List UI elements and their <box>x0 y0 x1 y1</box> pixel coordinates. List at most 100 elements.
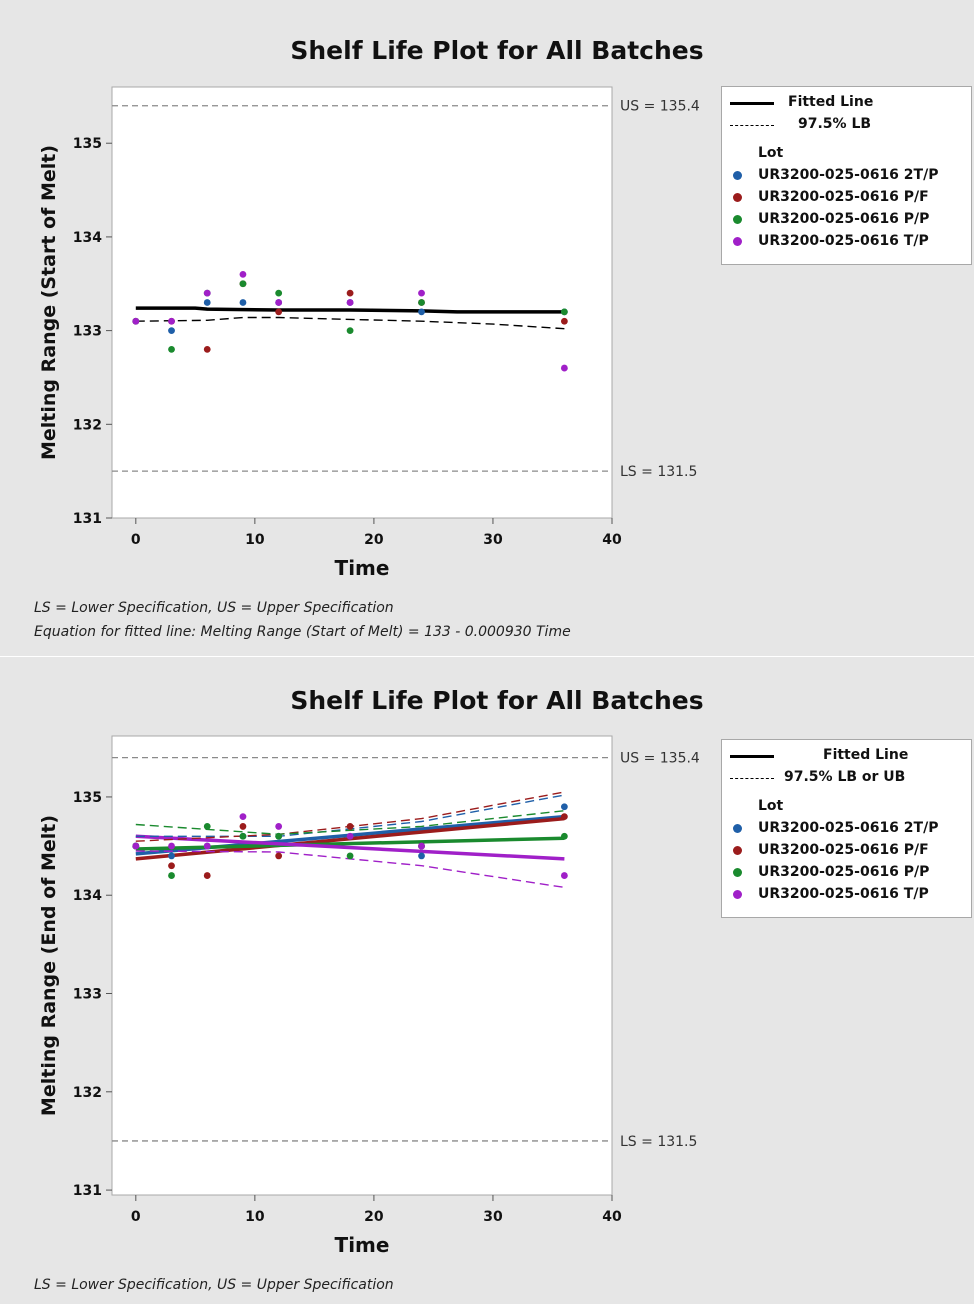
x-tick-label: 40 <box>602 532 622 548</box>
data-point <box>275 852 283 860</box>
legend-item: UR3200-025-0616 T/P <box>722 884 971 904</box>
legend-item-label: UR3200-025-0616 P/F <box>758 842 929 858</box>
data-point <box>168 327 175 335</box>
reference-line-label: LS = 131.5 <box>620 1134 697 1150</box>
data-point <box>239 280 247 288</box>
data-point <box>203 872 211 879</box>
data-point <box>418 289 425 297</box>
data-point <box>239 813 247 820</box>
data-point <box>203 345 211 353</box>
x-tick-label: 20 <box>364 1209 384 1225</box>
solid-line-icon <box>730 755 774 758</box>
data-point <box>239 299 247 306</box>
y-tick-label: 134 <box>73 888 102 904</box>
y-tick-label: 132 <box>73 417 102 433</box>
legend-item: UR3200-025-0616 2T/P <box>722 818 971 838</box>
data-point <box>239 823 247 830</box>
data-point <box>560 317 568 325</box>
y-tick-label: 133 <box>73 324 102 340</box>
panel-divider <box>0 656 974 657</box>
legend-item: UR3200-025-0616 T/P <box>722 231 971 251</box>
chart-title: Shelf Life Plot for All Batches <box>290 36 704 65</box>
x-tick-label: 20 <box>364 532 384 548</box>
legend-bound-label: 97.5% LB or UB <box>784 769 906 785</box>
y-tick-label: 135 <box>73 136 102 152</box>
data-point <box>275 832 283 840</box>
data-point <box>168 317 175 325</box>
y-axis-label: Melting Range (Start of Melt) <box>38 145 60 460</box>
legend-item-label: UR3200-025-0616 T/P <box>758 233 929 249</box>
footnote-spec: LS = Lower Specification, US = Upper Spe… <box>34 1277 394 1293</box>
legend-fitted-line: Fitted Line <box>722 745 971 765</box>
legend-item: UR3200-025-0616 P/F <box>722 840 971 860</box>
y-tick-label: 132 <box>73 1085 102 1101</box>
data-point <box>418 308 425 316</box>
legend-fitted-line: Fitted Line <box>722 92 971 112</box>
data-point <box>203 823 211 830</box>
chart-legend: Fitted Line 97.5% LB Lot UR3200-025-0616… <box>721 86 972 265</box>
x-tick-label: 30 <box>483 1209 503 1225</box>
data-point <box>346 823 354 830</box>
footnote-equation: Equation for fitted line: Melting Range … <box>34 624 571 640</box>
data-point <box>560 813 568 820</box>
data-point <box>418 299 425 306</box>
plot-background <box>111 86 613 519</box>
x-tick-label: 0 <box>131 1209 141 1225</box>
fitted-line <box>135 834 565 861</box>
data-point <box>560 308 568 316</box>
data-point <box>168 842 175 850</box>
y-tick-label: 134 <box>73 230 102 246</box>
data-point <box>560 832 568 840</box>
confidence-bound-line <box>135 316 565 330</box>
data-point <box>346 289 354 297</box>
fitted-line <box>135 306 565 314</box>
legend-lot-title: Lot <box>758 145 784 161</box>
x-tick-label: 40 <box>602 1209 622 1225</box>
footnote-spec: LS = Lower Specification, US = Upper Spe… <box>34 600 394 616</box>
x-tick-label: 10 <box>245 532 265 548</box>
solid-line-icon <box>730 102 774 105</box>
data-point <box>418 842 425 850</box>
x-tick-label: 10 <box>245 1209 265 1225</box>
legend-lot-title: Lot <box>758 798 784 814</box>
data-point <box>275 299 283 306</box>
legend-bound-label: 97.5% LB <box>798 116 872 132</box>
legend-item-label: UR3200-025-0616 2T/P <box>758 167 939 183</box>
legend-marker-icon <box>733 215 742 224</box>
data-point <box>203 299 211 306</box>
data-point <box>132 317 140 325</box>
chart-panel-start-of-melt: Shelf Life Plot for All Batches US = 135… <box>34 36 972 640</box>
legend-marker-icon <box>733 846 742 855</box>
data-point <box>239 270 247 278</box>
data-point <box>560 803 568 811</box>
chart-title: Shelf Life Plot for All Batches <box>290 686 704 715</box>
legend-item-label: UR3200-025-0616 T/P <box>758 886 929 902</box>
legend-item: UR3200-025-0616 P/F <box>722 187 971 207</box>
data-point <box>418 852 425 860</box>
x-axis-label: Time <box>335 1233 390 1257</box>
data-point <box>168 345 175 353</box>
reference-line-label: US = 135.4 <box>620 99 700 115</box>
chart-plot-area: US = 135.4 LS = 131.5 0 10 20 30 40 131 132 133 13… <box>38 86 700 580</box>
legend-marker-icon <box>733 824 742 833</box>
legend-fitted-label: Fitted Line <box>788 94 874 110</box>
reference-line-label: US = 135.4 <box>620 751 700 767</box>
legend-marker-icon <box>733 193 742 202</box>
data-point <box>168 862 175 870</box>
legend-bound-line: 97.5% LB or UB <box>722 767 971 787</box>
legend-item-label: UR3200-025-0616 P/P <box>758 864 930 880</box>
y-tick-label: 135 <box>73 790 102 806</box>
y-axis-label: Melting Range (End of Melt) <box>38 815 60 1116</box>
legend-item-label: UR3200-025-0616 P/P <box>758 211 930 227</box>
y-tick-label: 131 <box>73 511 102 527</box>
x-tick-label: 30 <box>483 532 503 548</box>
data-point <box>275 308 283 316</box>
legend-marker-icon <box>733 890 742 899</box>
legend-bound-line: 97.5% LB <box>722 114 971 134</box>
data-point <box>203 289 211 297</box>
data-point <box>346 327 354 335</box>
reference-line-label: LS = 131.5 <box>620 464 697 480</box>
legend-marker-icon <box>733 237 742 246</box>
legend-fitted-label: Fitted Line <box>823 747 909 763</box>
chart-plot-area: US = 135.4 LS = 131.5 0 10 20 30 40 131 132 133 13… <box>38 735 700 1257</box>
